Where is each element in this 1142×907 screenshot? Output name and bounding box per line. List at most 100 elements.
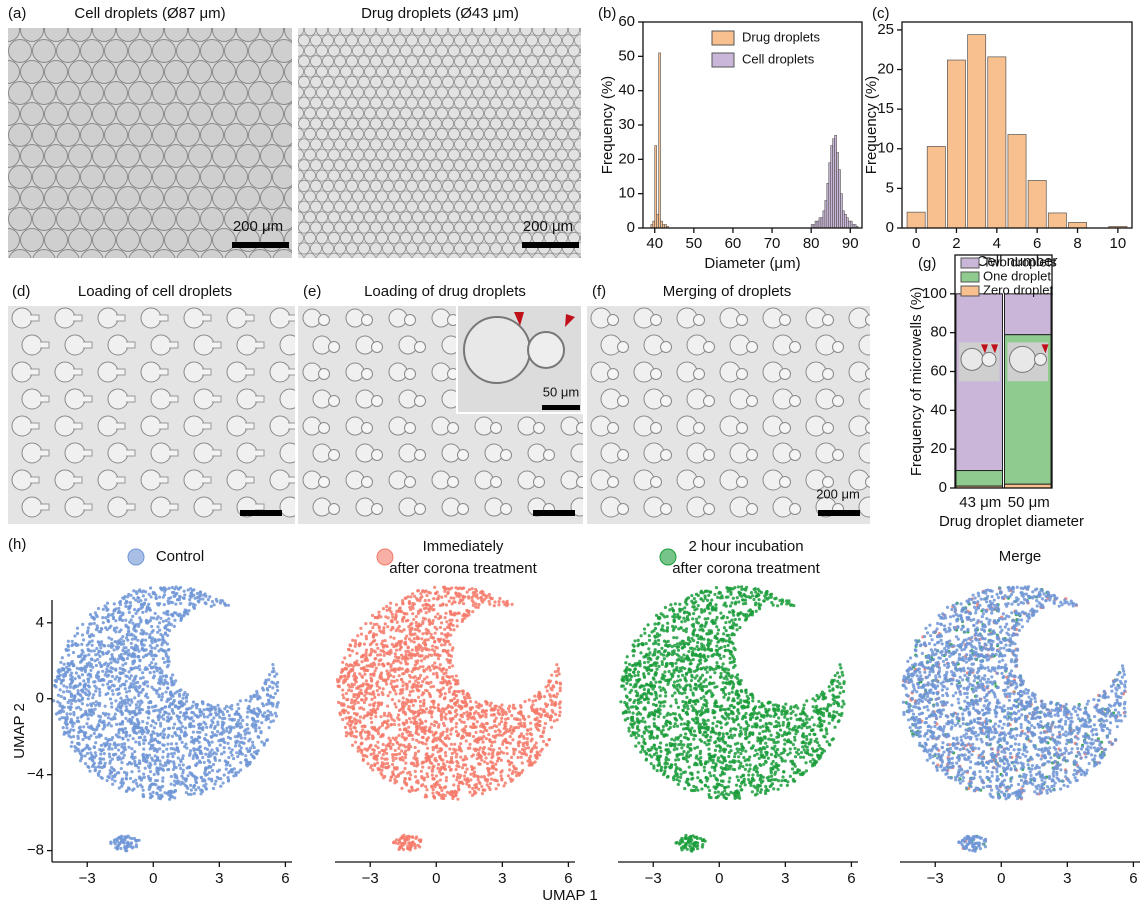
umap-point xyxy=(131,638,134,641)
umap-point xyxy=(167,648,170,651)
droplet xyxy=(430,201,441,212)
umap-point xyxy=(395,753,398,756)
umap-point xyxy=(120,752,123,755)
droplet xyxy=(98,362,118,382)
umap-point xyxy=(67,734,70,737)
droplet xyxy=(508,24,519,35)
droplet xyxy=(406,139,417,150)
umap-point xyxy=(166,759,169,762)
droplet xyxy=(340,128,351,139)
droplet xyxy=(532,45,543,56)
umap-point xyxy=(166,742,169,745)
umap-point xyxy=(167,664,170,667)
point-cloud xyxy=(52,585,280,852)
droplet xyxy=(586,35,597,46)
droplet xyxy=(153,40,176,63)
umap-point xyxy=(192,719,195,722)
umap-point xyxy=(183,597,186,600)
umap-point xyxy=(449,699,452,702)
droplet xyxy=(389,471,407,489)
x-tick-label: 6 xyxy=(1033,235,1041,252)
umap-point xyxy=(209,707,212,710)
umap-point xyxy=(471,587,474,590)
umap-point xyxy=(228,725,231,728)
umap-point xyxy=(111,675,114,678)
umap-point xyxy=(99,733,102,736)
droplet xyxy=(304,170,315,181)
droplet xyxy=(460,128,471,139)
stalk xyxy=(73,315,82,321)
droplet xyxy=(382,243,393,254)
umap-point xyxy=(113,779,116,782)
umap-point xyxy=(153,773,156,776)
umap-point xyxy=(213,756,216,759)
droplet xyxy=(55,308,75,328)
umap-point xyxy=(469,778,472,781)
umap-point xyxy=(114,677,117,680)
droplet xyxy=(442,201,453,212)
droplet xyxy=(298,56,309,67)
umap-point xyxy=(350,668,353,671)
droplet xyxy=(322,160,333,171)
droplet xyxy=(508,170,519,181)
image-title: Drug droplets (Ø43 μm) xyxy=(361,5,519,22)
droplet xyxy=(430,56,441,67)
droplet xyxy=(460,24,471,35)
droplet xyxy=(303,417,321,435)
droplet xyxy=(544,24,555,35)
inset-drop xyxy=(1035,353,1047,365)
droplet xyxy=(406,180,417,191)
droplet xyxy=(442,222,453,233)
umap-point xyxy=(229,751,232,754)
droplet xyxy=(346,97,357,108)
droplet xyxy=(316,170,327,181)
droplet xyxy=(57,40,80,63)
umap-point xyxy=(205,726,208,729)
droplet xyxy=(194,443,214,463)
umap-point xyxy=(396,621,399,624)
umap-point xyxy=(91,759,94,762)
umap-point xyxy=(252,756,255,759)
umap-point xyxy=(379,649,382,652)
umap-point xyxy=(172,682,175,685)
umap-point xyxy=(127,670,130,673)
umap-point xyxy=(95,647,98,650)
umap-point xyxy=(448,765,451,768)
umap-point xyxy=(101,670,104,673)
umap-point xyxy=(159,671,162,674)
umap-point xyxy=(182,754,185,757)
droplet xyxy=(406,222,417,233)
droplet xyxy=(57,208,80,231)
image-title: Loading of cell droplets xyxy=(78,283,232,300)
umap-point xyxy=(87,680,90,683)
droplet xyxy=(466,160,477,171)
droplet xyxy=(418,35,429,46)
droplet xyxy=(237,145,260,168)
droplet xyxy=(491,423,502,434)
droplet xyxy=(550,160,561,171)
umap-point xyxy=(63,697,66,700)
droplet xyxy=(328,45,339,56)
droplet xyxy=(859,389,879,409)
umap-point xyxy=(62,684,65,687)
droplet xyxy=(358,35,369,46)
stalk xyxy=(169,396,178,402)
droplet xyxy=(189,61,212,84)
umap-point xyxy=(67,701,70,704)
umap-point xyxy=(186,693,189,696)
droplet xyxy=(448,232,459,243)
umap-point xyxy=(148,786,151,789)
droplet xyxy=(460,170,471,181)
droplet xyxy=(737,369,748,380)
umap-point xyxy=(388,691,391,694)
umap-point xyxy=(503,727,506,730)
umap-point xyxy=(348,685,351,688)
umap-point xyxy=(216,720,219,723)
inset-cell xyxy=(464,317,530,383)
umap-point xyxy=(449,682,452,685)
umap-point xyxy=(203,715,206,718)
droplet xyxy=(21,61,44,84)
droplet xyxy=(376,170,387,181)
scale-bar xyxy=(232,242,289,248)
droplet xyxy=(346,139,357,150)
